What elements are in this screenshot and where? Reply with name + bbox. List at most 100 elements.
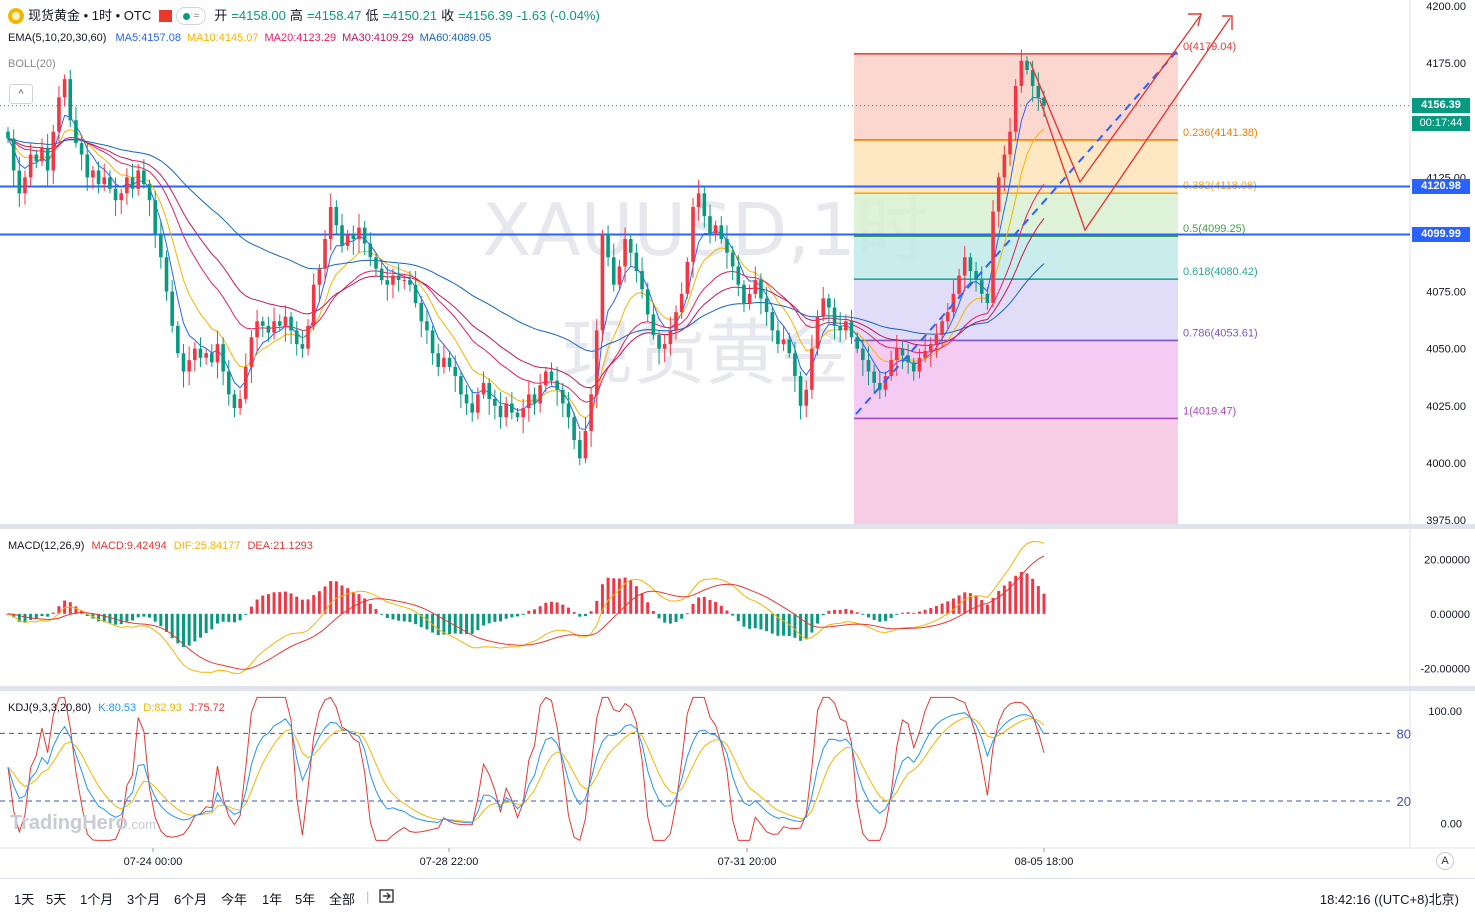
- macd-histogram-bar: [1019, 571, 1023, 614]
- timeframe-all[interactable]: 全部: [329, 892, 356, 907]
- candle-body: [521, 408, 525, 418]
- tradinghero-logo: TradingHero.com: [10, 812, 156, 835]
- market-status-pill[interactable]: ≈: [176, 7, 207, 25]
- candle-body: [430, 330, 435, 354]
- candle-body: [113, 188, 118, 201]
- goto-date-icon[interactable]: [378, 887, 396, 905]
- macd-histogram-bar: [448, 613, 452, 635]
- macd-dif-line: [7, 540, 1045, 674]
- candle-body: [979, 280, 984, 294]
- macd-histogram-bar: [985, 604, 989, 614]
- symbol-label[interactable]: 现货黄金 • 1时 • OTC: [28, 8, 152, 23]
- candle-body: [425, 321, 429, 331]
- timeframe-3m[interactable]: 3个月: [127, 892, 161, 907]
- timeframe-5y[interactable]: 5年: [295, 892, 316, 907]
- candle-body: [62, 79, 67, 98]
- macd-histogram-bar: [249, 606, 253, 614]
- candle-body: [142, 170, 146, 185]
- macd-histogram-bar: [102, 613, 106, 623]
- candle-body: [589, 394, 593, 431]
- macd-legend[interactable]: MACD(12,26,9) MACD:9.42494 DIF:25.84177 …: [8, 539, 313, 553]
- candle-body: [487, 382, 492, 399]
- macd-histogram-bar: [968, 593, 972, 614]
- trendline-dashed: [855, 49, 1179, 415]
- macd-histogram-bar: [850, 610, 854, 614]
- clock-timezone[interactable]: 18:42:16 ((UTC+8)北京): [1319, 892, 1459, 907]
- macd-histogram-bar: [493, 613, 497, 622]
- candle-body: [1013, 85, 1018, 132]
- candle-body: [566, 403, 571, 418]
- candle-body: [481, 382, 486, 395]
- ema-item-2: MA20:4123.29: [264, 32, 337, 44]
- candle-body: [374, 257, 378, 269]
- chevron-up-icon: ^: [18, 88, 24, 100]
- timeframe-1m[interactable]: 1个月: [80, 892, 114, 907]
- candle-body: [147, 184, 152, 201]
- collapse-legend-button[interactable]: ^: [9, 84, 33, 104]
- candle-body: [34, 154, 39, 162]
- macd-histogram-bar: [578, 613, 582, 617]
- boll-legend[interactable]: BOLL(20): [8, 58, 56, 70]
- kdj-legend[interactable]: KDJ(9,3,3,20,80) K:80.53 D:82.93 J:75.72: [8, 701, 225, 715]
- candle-body: [968, 257, 973, 271]
- candle-body: [544, 371, 548, 386]
- macd-histogram-bar: [340, 585, 344, 614]
- macd-histogram-bar: [210, 613, 214, 630]
- candle-body: [940, 321, 944, 335]
- candle-body: [776, 330, 780, 345]
- timeframe-1y[interactable]: 1年: [262, 892, 283, 907]
- macd-histogram-bar: [917, 611, 921, 614]
- macd-histogram-bar: [131, 613, 135, 621]
- candle-body: [221, 344, 225, 372]
- candle-body: [181, 353, 186, 372]
- macd-histogram-bar: [748, 613, 752, 629]
- auto-scale-button[interactable]: A: [1436, 852, 1454, 870]
- candle-body: [119, 193, 124, 201]
- candle-body: [900, 348, 905, 356]
- ema-legend[interactable]: EMA(5,10,20,30,60) MA5:4157.08 MA10:4145.…: [8, 31, 491, 45]
- pill-text: ≈: [193, 10, 200, 22]
- candle-body: [396, 275, 401, 281]
- macd-histogram-bar: [521, 613, 525, 615]
- candle-body: [787, 339, 792, 354]
- candle-body: [798, 376, 803, 406]
- macd-histogram-bar: [425, 613, 429, 630]
- macd-histogram-bar: [555, 602, 559, 614]
- macd-histogram-bar: [108, 613, 112, 624]
- candle-body: [328, 207, 333, 240]
- macd-histogram-bar: [295, 596, 299, 614]
- status-dot-icon: [183, 12, 191, 20]
- macd-histogram-bar: [980, 599, 984, 614]
- ema-line-5: [7, 97, 1045, 431]
- macd-histogram-bar: [929, 608, 933, 614]
- fib-label-5: 0.786(4053.61): [1183, 327, 1258, 339]
- candle-body: [957, 275, 961, 294]
- ema-item-3: MA30:4109.29: [342, 32, 414, 44]
- macd-histogram-bar: [708, 599, 712, 614]
- ema-item-4: MA60:4089.05: [419, 32, 492, 44]
- candle-body: [872, 371, 876, 383]
- candle-body: [442, 357, 446, 367]
- candle-body: [532, 394, 537, 404]
- timeframe-5d[interactable]: 5天: [46, 892, 67, 907]
- timeframe-1d[interactable]: 1天: [14, 892, 35, 907]
- timeframe-ytd[interactable]: 今年: [221, 892, 248, 907]
- macd-label: MACD(12,26,9): [8, 540, 85, 552]
- candle-body: [1025, 60, 1029, 70]
- macd-histogram-bar: [34, 613, 38, 619]
- candle-body: [702, 193, 707, 217]
- macd-histogram-bar: [1031, 578, 1035, 614]
- macd-histogram-bar: [283, 591, 287, 614]
- macd-histogram-bar: [629, 580, 633, 614]
- macd-histogram-bar: [600, 584, 604, 614]
- macd-histogram-bar: [963, 592, 967, 614]
- macd-histogram-bar: [204, 613, 208, 633]
- macd-histogram-bar: [583, 613, 587, 617]
- macd-histogram-bar: [159, 613, 163, 627]
- candle-body: [45, 147, 50, 171]
- macd-histogram-bar: [549, 601, 553, 614]
- macd-histogram-bar: [883, 613, 887, 621]
- candle-body: [176, 325, 180, 354]
- timeframe-6m[interactable]: 6个月: [174, 892, 208, 907]
